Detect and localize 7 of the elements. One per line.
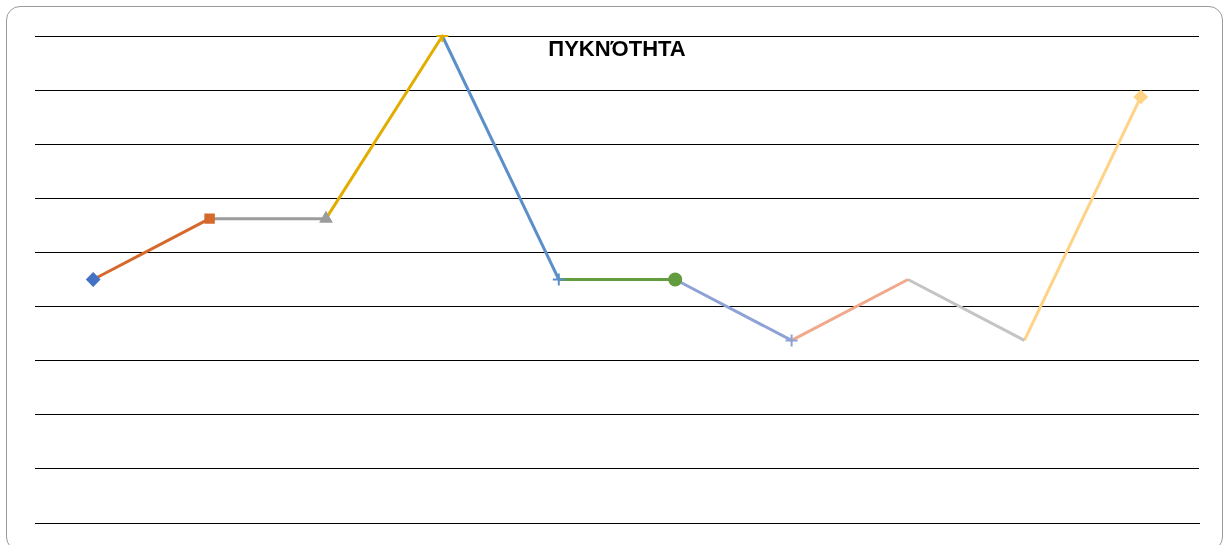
point <box>86 272 101 287</box>
point <box>784 333 799 348</box>
point <box>204 213 215 224</box>
point <box>551 272 566 287</box>
point <box>1133 89 1148 104</box>
point <box>668 272 683 287</box>
chart-title: ΠΥΚΝΌΤΗΤΑ <box>548 36 686 62</box>
